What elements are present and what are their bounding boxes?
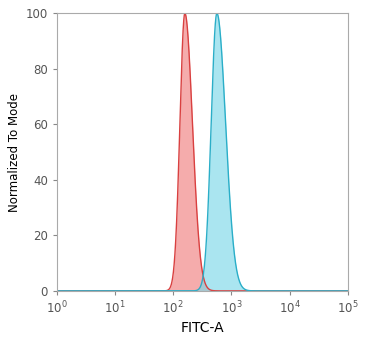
Y-axis label: Normalized To Mode: Normalized To Mode <box>8 93 21 212</box>
X-axis label: FITC-A: FITC-A <box>181 321 224 335</box>
